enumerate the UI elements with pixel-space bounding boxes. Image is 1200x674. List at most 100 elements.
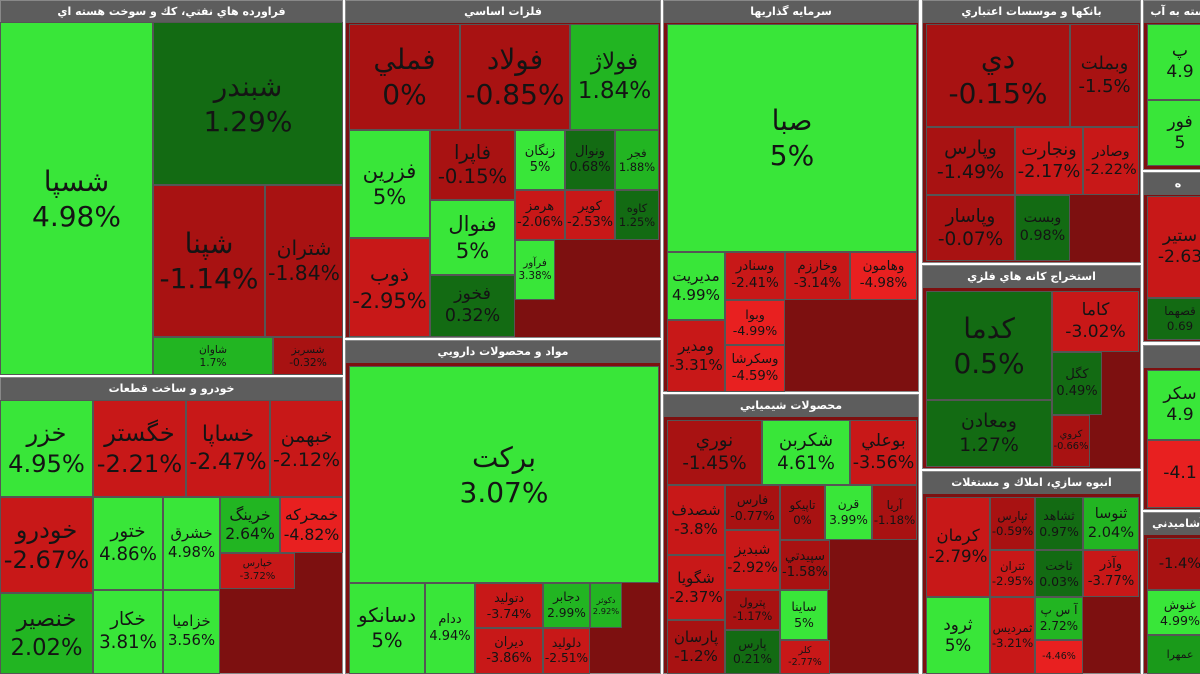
stock-tile: وپارس -1.49%: [926, 127, 1015, 195]
price-change: 0%: [382, 78, 427, 111]
stock-symbol: سكر: [1163, 383, 1197, 404]
price-change: -4.46%: [1042, 651, 1076, 663]
stock-tile: ثتران -2.95%: [990, 550, 1035, 597]
price-change: 4.61%: [777, 452, 835, 474]
stock-tile: دتوليد -3.74%: [475, 583, 543, 628]
stock-symbol: دلوليد: [551, 635, 582, 650]
stock-tile: فزرين 5%: [349, 130, 430, 238]
stock-tile: شاوان 1.7%: [153, 337, 273, 375]
stock-tile: ونوال 0.68%: [565, 130, 615, 190]
price-change: -1.84%: [268, 261, 340, 285]
stock-symbol: ساينا: [791, 599, 817, 615]
stock-tile: دلوليد -2.51%: [543, 628, 590, 674]
stock-tile: آريا -1.18%: [872, 485, 917, 540]
stock-tile: آ س پ 2.72%: [1035, 597, 1083, 640]
stock-symbol: مديريت: [672, 267, 720, 286]
stock-symbol: خرينگ: [229, 505, 271, 524]
price-change: -3.72%: [239, 571, 276, 582]
sector-title: سرمايه گذاريها: [664, 1, 918, 23]
stock-symbol: شبديز: [734, 542, 771, 559]
stock-tile: فولاژ 1.84%: [570, 24, 659, 130]
price-change: 0.68%: [569, 160, 611, 175]
price-change: 1.25%: [618, 215, 656, 229]
sector-title: محصولات شيميايي: [664, 395, 918, 417]
stock-tile: شصدف -3.8%: [667, 485, 725, 555]
stock-symbol: وبملت: [1080, 53, 1129, 75]
stock-symbol: شكربن: [778, 429, 834, 451]
price-change: 1.7%: [199, 356, 227, 369]
stock-symbol: كلر: [798, 645, 812, 657]
stock-tile: ساينا 5%: [780, 590, 828, 640]
stock-symbol: پارسان: [673, 628, 719, 647]
price-change: -0.77%: [730, 507, 775, 523]
price-change: 3.81%: [99, 632, 157, 653]
stock-tile: ددام 4.94%: [425, 583, 475, 674]
price-change: -2.22%: [1085, 161, 1137, 178]
price-change: -0.66%: [1053, 441, 1089, 452]
stock-symbol: قصهما: [1164, 304, 1196, 319]
stock-tile: فولاد -0.85%: [460, 24, 570, 130]
stock-tile: خساپا -2.47%: [186, 400, 270, 497]
stock-tile: پارس 0.21%: [725, 630, 780, 674]
stock-symbol: خبهمن: [280, 424, 333, 447]
stock-tile: ثپارس -0.59%: [990, 497, 1035, 550]
stock-symbol: شتران: [276, 235, 332, 260]
stock-tile: خزر 4.95%: [0, 400, 93, 497]
stock-symbol: ختور: [110, 520, 146, 542]
stock-tile: عمهرا: [1147, 635, 1200, 674]
stock-tile: ثرود 5%: [926, 597, 990, 674]
price-change: -2.41%: [731, 276, 779, 291]
stock-symbol: خزاميا: [172, 613, 211, 631]
stock-symbol: وسكرشا: [731, 352, 779, 368]
stock-tile: شتران -1.84%: [265, 185, 343, 337]
stock-symbol: ثپارس: [997, 508, 1028, 523]
sector-title: انبوه سازي، املاك و مستغلات: [923, 472, 1140, 494]
stock-tile: هرمز -2.06%: [515, 190, 565, 240]
stock-tile: وسنادر -2.41%: [725, 252, 785, 300]
stock-tile: دجابر 2.99%: [543, 583, 590, 628]
price-change: 0.98%: [1019, 228, 1066, 244]
stock-tile: قصهما 0.69: [1147, 298, 1200, 340]
stock-tile: وخارزم -3.14%: [785, 252, 850, 300]
stock-symbol: شصدف: [671, 501, 721, 520]
price-change: 5: [1174, 133, 1186, 153]
stock-symbol: وسنادر: [735, 259, 775, 275]
stock-tile: فرآور 3.38%: [515, 240, 555, 300]
stock-tile: تاپيكو 0%: [780, 485, 825, 540]
price-change: 0.69: [1166, 319, 1194, 333]
price-change: -3.8%: [674, 520, 718, 538]
price-change: 5%: [455, 238, 490, 263]
price-change: 5%: [371, 628, 403, 652]
stock-tile: سكر 4.9: [1147, 370, 1200, 440]
stock-symbol: قرن: [837, 497, 860, 512]
price-change: 5%: [529, 160, 551, 175]
price-change: 5%: [794, 615, 814, 630]
price-change: 1.27%: [959, 434, 1019, 456]
price-change: -2.06%: [517, 215, 563, 230]
stock-tile: غنوش 4.99%: [1147, 590, 1200, 635]
stock-tile: فملي 0%: [349, 24, 460, 130]
price-change: -2.92%: [727, 560, 778, 576]
stock-tile: بوعلي -3.56%: [850, 420, 917, 485]
stock-tile: فنوال 5%: [430, 200, 515, 275]
price-change: -1.17%: [732, 610, 773, 623]
stock-symbol: فارس: [736, 491, 769, 507]
stock-symbol: هرمز: [525, 198, 555, 214]
stock-tile: ختور 4.86%: [93, 497, 163, 590]
stock-symbol: كرمان: [936, 526, 980, 546]
stock-symbol: وآذر: [1099, 557, 1123, 573]
stock-tile: پ 4.9: [1147, 24, 1200, 100]
stock-symbol: ديران: [494, 634, 524, 650]
sector-title: مواد و محصولات دارويي: [346, 341, 660, 363]
stock-symbol: صبا: [771, 104, 813, 137]
price-change: 2.92%: [592, 605, 620, 616]
price-change: 4.86%: [99, 543, 157, 565]
price-change: -2.21%: [96, 449, 183, 478]
stock-tile: فخوز 0.32%: [430, 275, 515, 337]
price-change: 1.88%: [618, 160, 656, 174]
stock-tile: فاپرا -0.15%: [430, 130, 515, 200]
sector-title: خودرو و ساخت قطعات: [1, 378, 342, 400]
price-change: -4.1: [1163, 463, 1197, 484]
price-change: 0%: [793, 512, 812, 527]
price-change: -2.63: [1157, 247, 1200, 267]
